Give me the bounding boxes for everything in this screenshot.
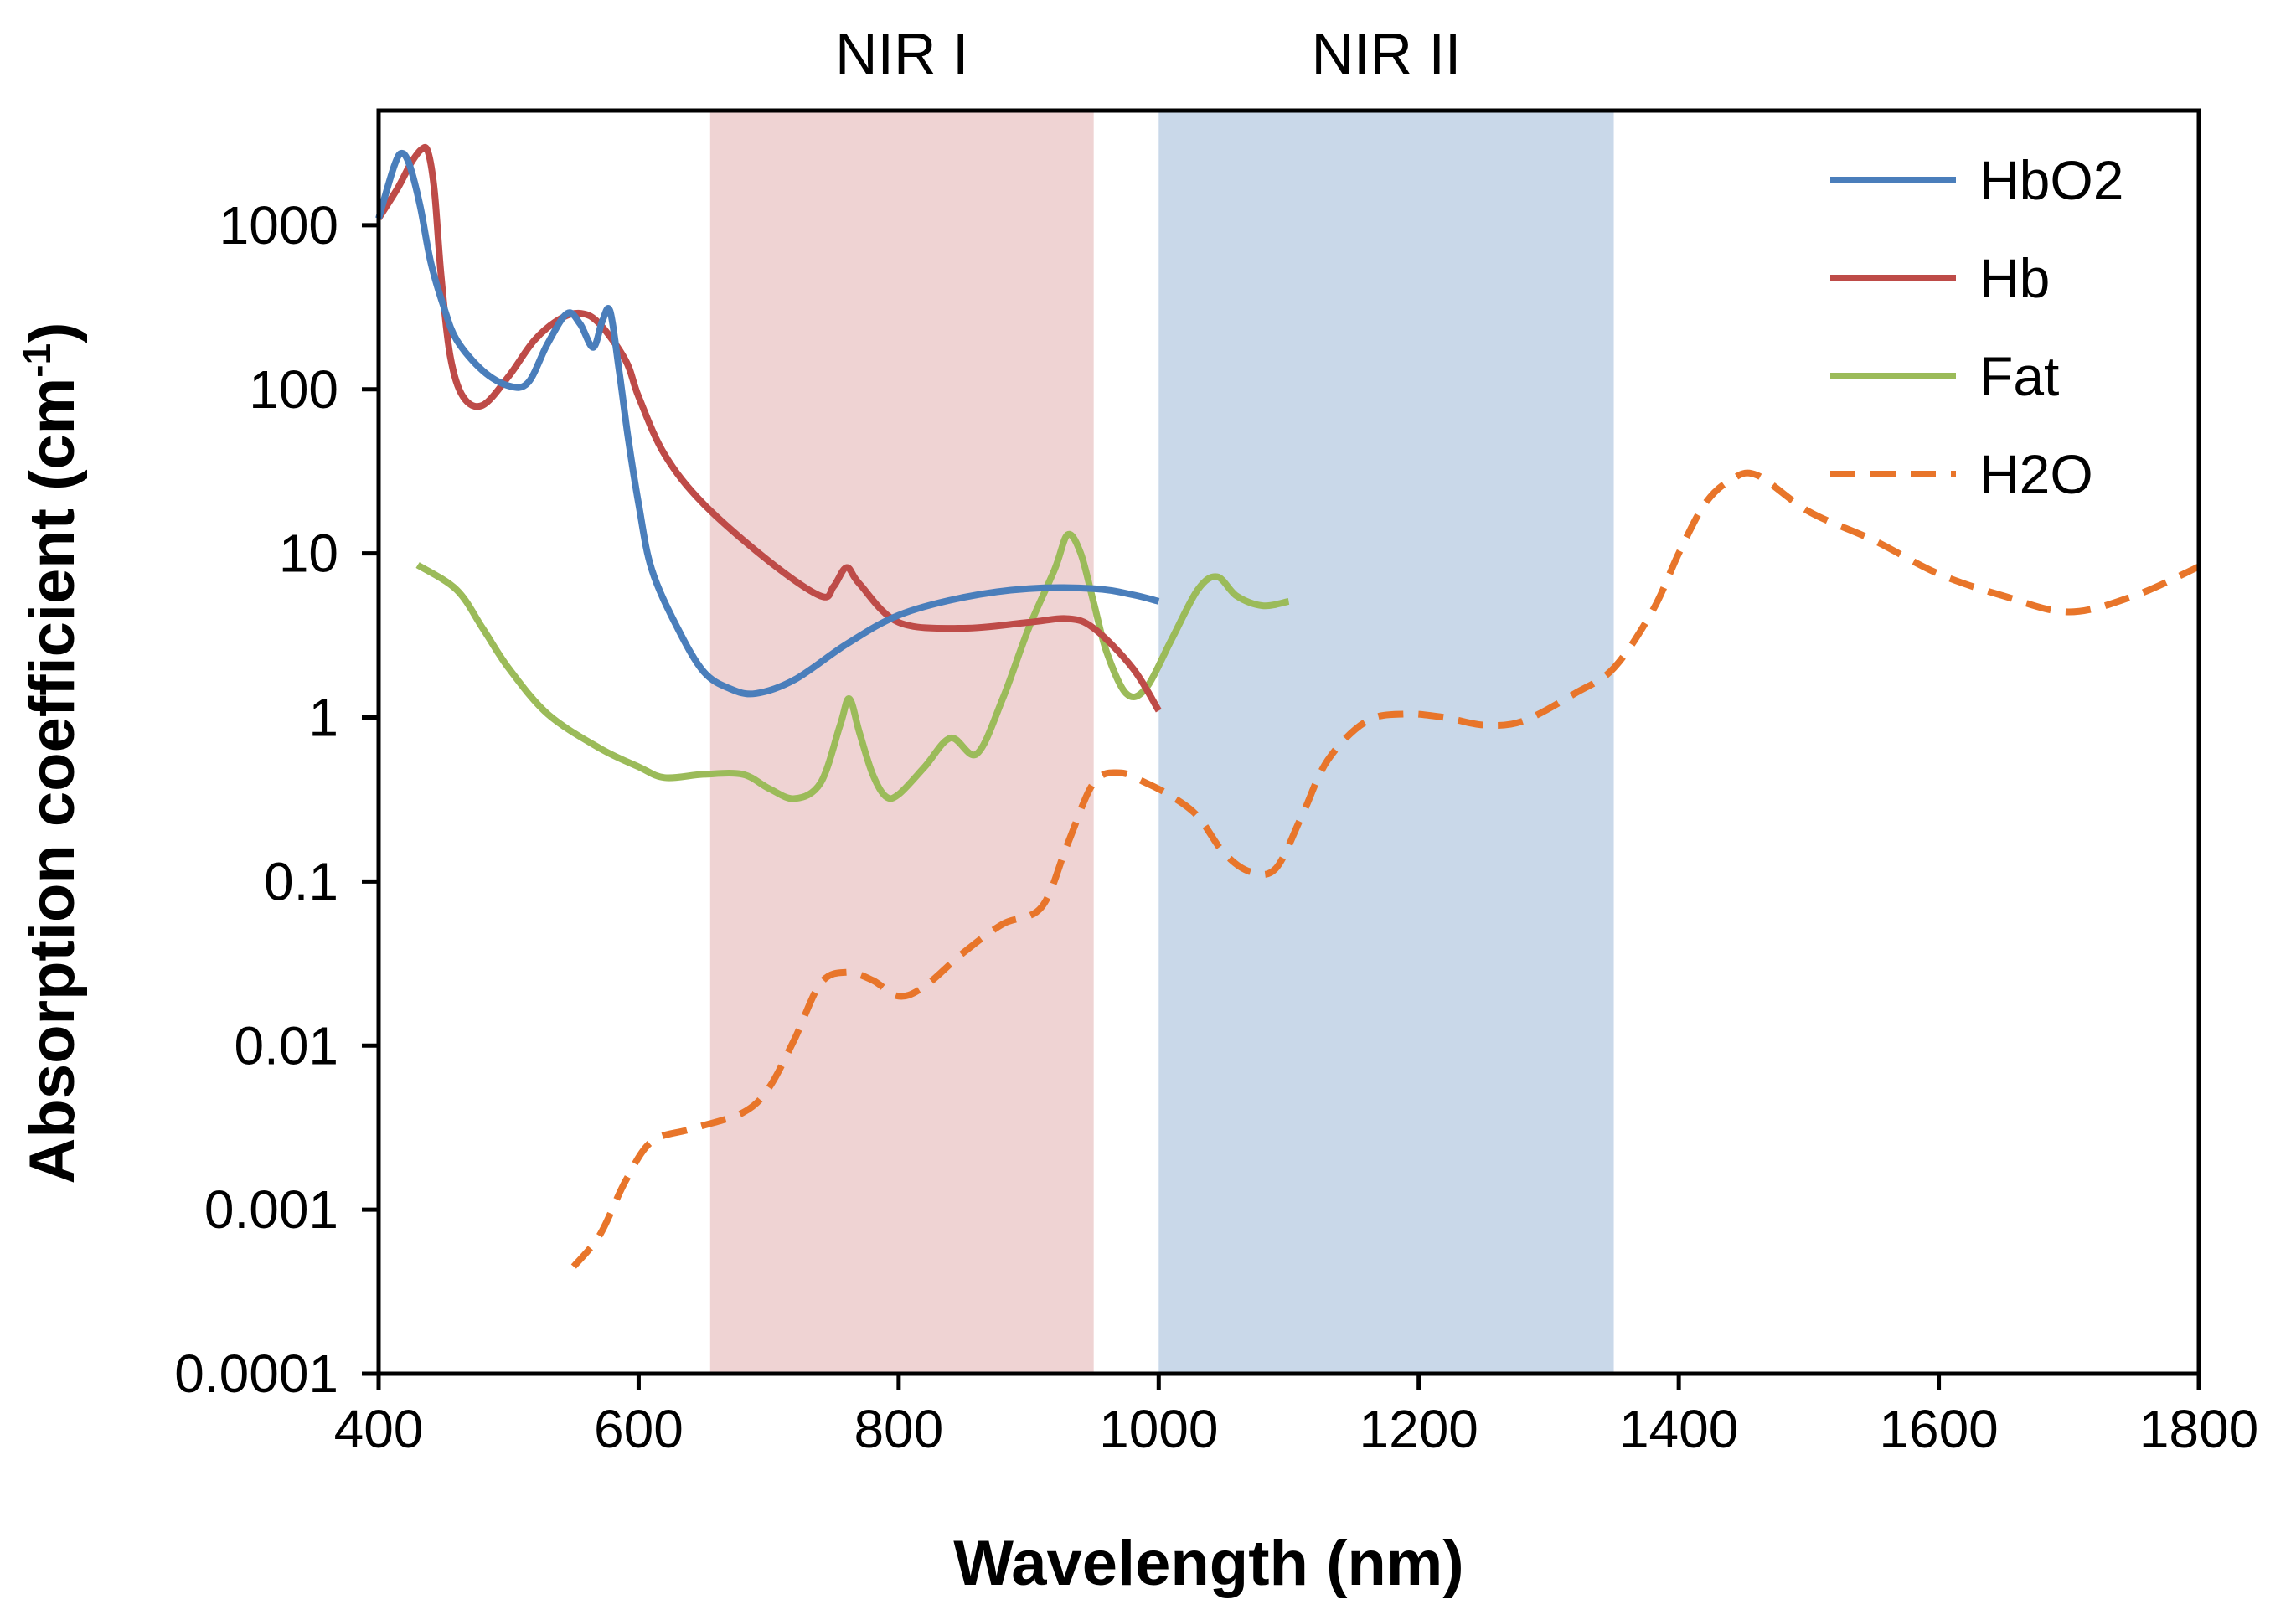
x-tick-label: 800 bbox=[854, 1399, 943, 1459]
legend-label-hb: Hb bbox=[1979, 247, 2050, 309]
series-line-hbo2 bbox=[375, 149, 1160, 698]
y-tick-label: 1 bbox=[308, 688, 338, 748]
series-line-h2o bbox=[570, 469, 2201, 1269]
data-series bbox=[375, 144, 2201, 1269]
x-tick-label: 1600 bbox=[1879, 1399, 1998, 1459]
y-tick-label: 0.1 bbox=[264, 851, 338, 911]
axis-ticks: 400 600 800 1000 1200 1400 1600 1800 0.0001 0.001… bbox=[174, 195, 2258, 1459]
legend-label-hbo2: HbO2 bbox=[1979, 149, 2123, 211]
x-tick-label: 1000 bbox=[1099, 1399, 1218, 1459]
y-tick-label: 10 bbox=[279, 524, 338, 584]
y-axis-title: Absorption coefficient (cm-1) bbox=[15, 322, 88, 1184]
y-tick-label: 0.01 bbox=[234, 1015, 338, 1076]
legend-label-h2o: H2O bbox=[1979, 443, 2093, 505]
x-tick-label: 600 bbox=[594, 1399, 684, 1459]
y-tick-label: 1000 bbox=[219, 195, 338, 255]
y-tick-label: 0.001 bbox=[204, 1179, 338, 1240]
plot-axes bbox=[376, 108, 2201, 1376]
y-tick-label: 100 bbox=[249, 359, 338, 420]
band-label-nir-ii: NIR II bbox=[1311, 21, 1461, 86]
plot-frame bbox=[376, 108, 2201, 1376]
x-tick-label: 400 bbox=[334, 1399, 424, 1459]
x-tick-label: 1400 bbox=[1619, 1399, 1738, 1459]
y-tick-label: 0.0001 bbox=[174, 1344, 338, 1404]
series-line-hb bbox=[375, 144, 1162, 713]
x-tick-label: 1800 bbox=[2139, 1399, 2258, 1459]
band-nir-ii bbox=[1158, 111, 1614, 1374]
wavelength-bands: NIR I NIR II bbox=[709, 21, 1614, 1374]
band-label-nir-i: NIR I bbox=[835, 21, 968, 86]
band-nir-i bbox=[709, 111, 1094, 1374]
legend-label-fat: Fat bbox=[1979, 345, 2059, 407]
x-axis-title: Wavelength (nm) bbox=[953, 1528, 1463, 1599]
chart-legend: HbO2 Hb Fat H2O bbox=[1830, 149, 2123, 505]
x-tick-label: 1200 bbox=[1360, 1399, 1478, 1459]
y-axis-title-unit: -1 bbox=[15, 343, 59, 378]
y-axis-title-main: Absorption coefficient (cm bbox=[17, 378, 88, 1184]
y-axis-title-close: ) bbox=[17, 322, 88, 343]
